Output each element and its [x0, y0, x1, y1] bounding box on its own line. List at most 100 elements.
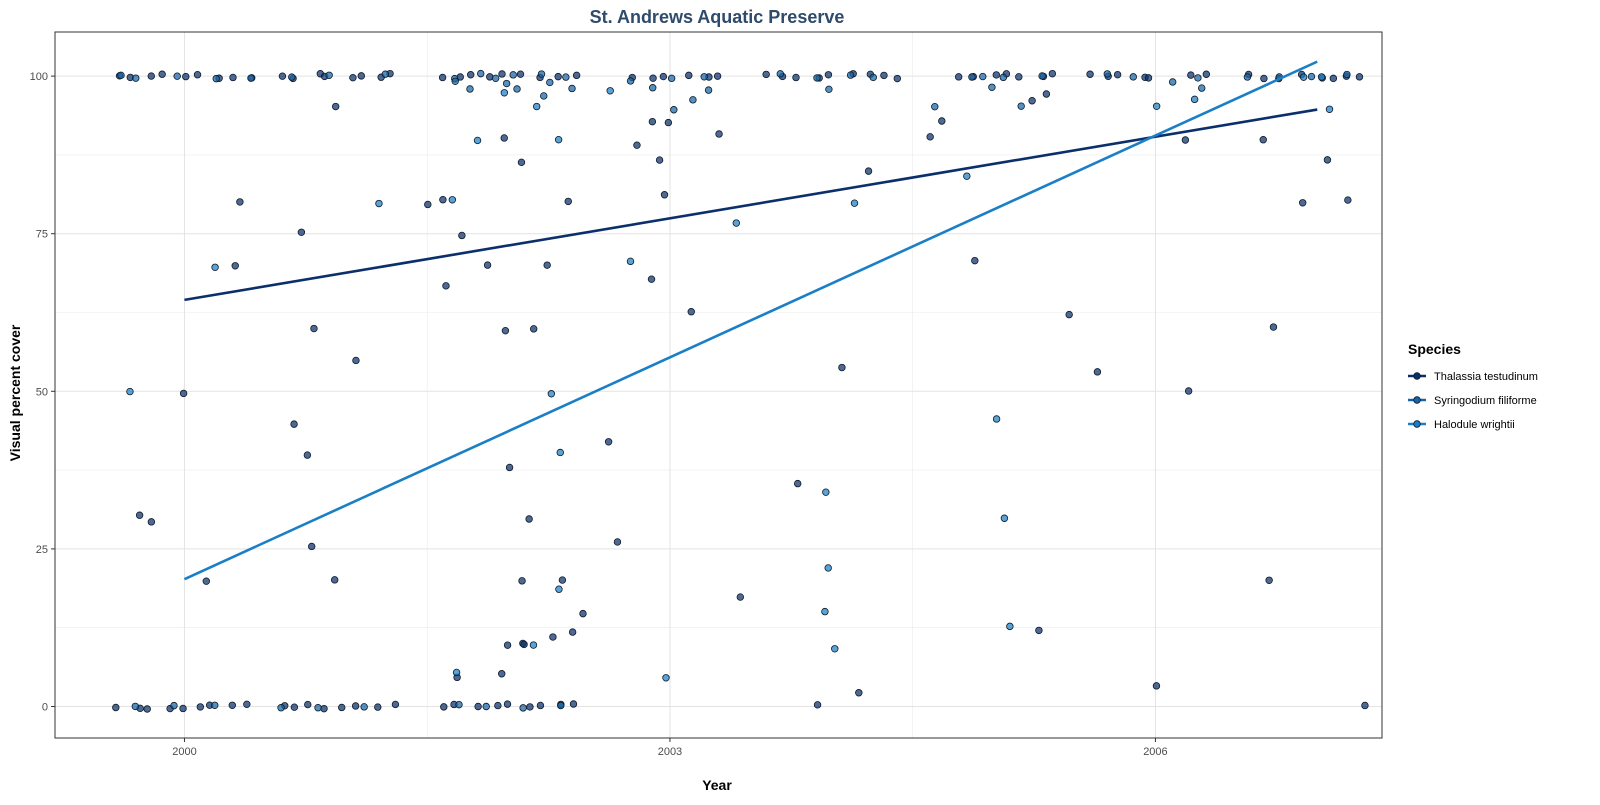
data-point [1038, 72, 1046, 80]
data-point [303, 451, 312, 459]
data-point [498, 670, 506, 678]
data-point [381, 70, 390, 78]
data-point [1017, 102, 1025, 110]
data-point [173, 72, 181, 80]
data-point [1181, 136, 1190, 144]
data-point [278, 72, 287, 80]
data-point [501, 326, 510, 335]
data-point [231, 262, 239, 270]
data-point [824, 564, 832, 572]
data-point [662, 674, 670, 682]
data-point [792, 73, 800, 82]
points-layer [112, 69, 1369, 713]
data-point [1129, 73, 1137, 81]
data-point [520, 640, 528, 649]
data-point [864, 167, 873, 175]
data-point [855, 689, 863, 697]
data-point [1259, 136, 1267, 144]
data-point [477, 69, 485, 78]
data-point [572, 71, 581, 80]
data-point [1243, 73, 1252, 81]
data-point [1152, 102, 1161, 110]
data-point [963, 172, 971, 180]
data-point [762, 70, 770, 79]
data-point [689, 96, 697, 104]
data-point [579, 609, 587, 618]
data-point [557, 701, 565, 710]
data-point [494, 701, 502, 710]
data-point [135, 511, 144, 519]
data-point [483, 261, 492, 269]
data-point [1168, 78, 1177, 86]
data-point [537, 70, 546, 78]
data-point [1198, 84, 1206, 92]
axes-layer: 0 25 50 75 100 2000 2003 2006 [30, 71, 1168, 758]
data-point [633, 141, 641, 149]
data-point [498, 70, 506, 78]
data-point [491, 74, 500, 83]
data-point [732, 219, 740, 227]
data-point [564, 197, 572, 206]
data-point [182, 72, 190, 81]
data-point [500, 134, 508, 142]
data-point [776, 70, 785, 78]
data-point [288, 73, 296, 81]
data-point [568, 84, 576, 93]
x-axis-title: Year [702, 777, 732, 793]
data-point [1086, 70, 1094, 78]
data-point [518, 577, 526, 585]
data-point [351, 702, 360, 710]
data-point [1317, 73, 1326, 81]
data-point [320, 704, 328, 713]
data-point [558, 576, 567, 584]
data-point [649, 84, 657, 92]
data-point [968, 73, 976, 81]
data-point [613, 538, 622, 546]
data-point [147, 72, 155, 80]
data-point [466, 85, 474, 93]
data-point [503, 700, 512, 708]
data-point [1000, 514, 1009, 522]
data-point [126, 387, 134, 396]
data-point [519, 704, 527, 712]
data-point [314, 704, 322, 712]
data-point [516, 70, 525, 78]
data-point [529, 641, 538, 649]
data-point [715, 130, 723, 138]
y-tick-label: 50 [36, 386, 48, 398]
data-point [626, 77, 635, 85]
data-point [211, 263, 219, 271]
data-point [503, 641, 512, 649]
data-point [1269, 323, 1278, 331]
x-tick-label: 2000 [172, 746, 196, 758]
data-point [325, 71, 333, 79]
data-point [1307, 72, 1316, 81]
data-point [193, 71, 202, 79]
legend-label: Halodule wrightii [1434, 419, 1515, 431]
data-point [1035, 626, 1043, 635]
data-point [357, 72, 365, 80]
data-point [664, 118, 673, 127]
data-point [647, 275, 656, 283]
data-point [448, 196, 457, 204]
data-point [1329, 74, 1338, 83]
data-point [547, 390, 556, 398]
data-point [555, 585, 563, 593]
data-point [455, 700, 463, 709]
data-point [1323, 156, 1332, 164]
data-point [824, 71, 833, 79]
data-point [822, 488, 830, 496]
data-point [349, 73, 357, 82]
data-point [375, 199, 383, 208]
data-point [554, 72, 562, 81]
data-point [338, 703, 346, 712]
data-point [236, 198, 244, 206]
data-point [926, 133, 934, 141]
data-point [243, 700, 251, 709]
trend-line [183, 60, 1318, 581]
data-point [1325, 105, 1334, 113]
data-point [202, 577, 211, 585]
y-tick-label: 100 [30, 71, 48, 83]
data-point [452, 668, 461, 677]
